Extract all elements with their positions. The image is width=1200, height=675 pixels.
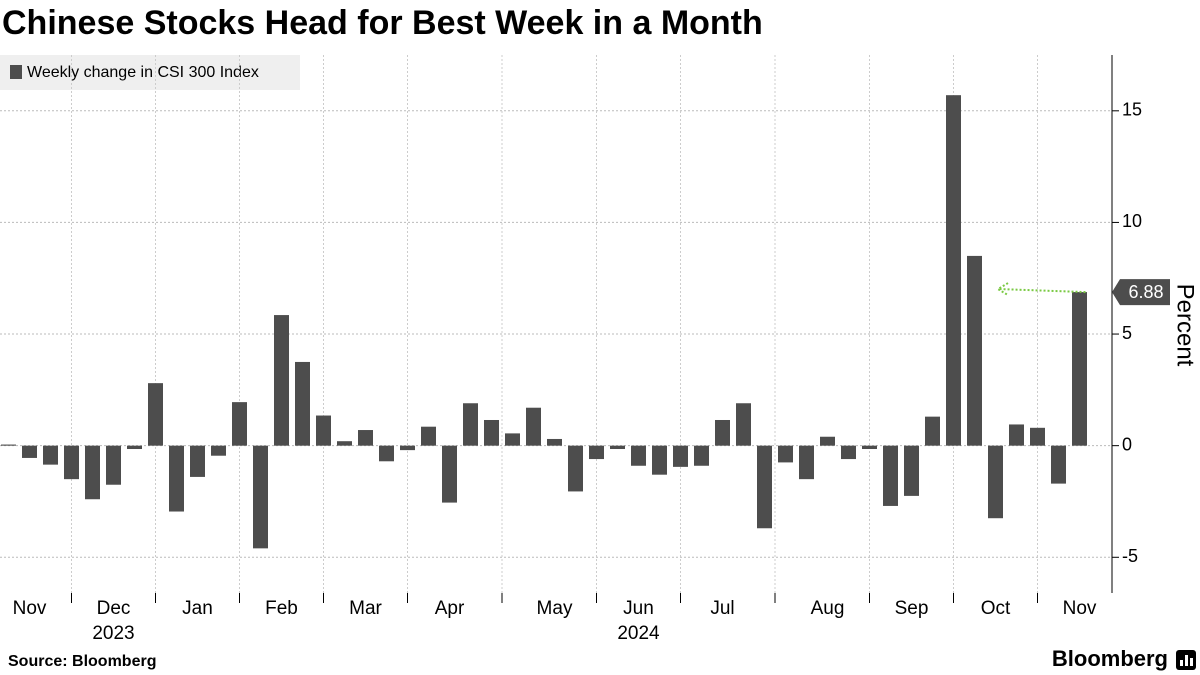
bar	[505, 433, 520, 446]
bar	[610, 445, 625, 450]
bar	[316, 415, 331, 446]
y-axis-label: Percent	[1172, 284, 1199, 367]
legend-label: Weekly change in CSI 300 Index	[27, 64, 259, 81]
bar	[85, 445, 100, 500]
bar	[64, 445, 79, 480]
y-tick-label: 15	[1122, 100, 1142, 120]
bar	[883, 445, 898, 506]
bar	[589, 445, 604, 460]
x-tick-label: Sep	[895, 598, 929, 619]
bar	[820, 436, 835, 446]
bar	[232, 402, 247, 446]
bar	[1009, 424, 1024, 446]
y-tick-label: 5	[1122, 323, 1132, 343]
bar	[1072, 292, 1087, 446]
bar	[736, 403, 751, 446]
arrow-head	[996, 282, 1009, 296]
x-tick-label: Nov	[13, 598, 47, 619]
x-tick-label: Apr	[435, 598, 465, 619]
bar	[904, 445, 919, 496]
x-year-label: 2023	[92, 623, 134, 644]
y-tick-label: 0	[1122, 434, 1132, 454]
bar	[568, 445, 583, 492]
bar	[169, 445, 184, 512]
bar	[484, 419, 499, 446]
bar	[778, 445, 793, 463]
bar	[106, 445, 121, 485]
bar	[1030, 427, 1045, 446]
x-tick-label: Feb	[265, 598, 298, 619]
y-tick-label: 10	[1122, 211, 1142, 231]
x-tick-label: Jun	[623, 598, 654, 619]
x-year-label: 2024	[617, 623, 660, 644]
bar	[652, 445, 667, 475]
bar	[967, 255, 982, 446]
value-tag	[1112, 279, 1170, 306]
bar	[925, 416, 940, 446]
x-tick-label: Nov	[1063, 598, 1097, 619]
bar	[211, 445, 226, 456]
bar	[715, 419, 730, 446]
bar	[442, 445, 457, 503]
bar	[421, 426, 436, 446]
x-tick-label: Jul	[710, 598, 734, 619]
x-tick-label: Dec	[97, 598, 131, 619]
bar	[358, 430, 373, 446]
x-tick-label: Aug	[811, 598, 845, 619]
brand: Bloomberg	[1052, 646, 1168, 671]
legend-box	[0, 55, 300, 90]
value-tag-label: 6.88	[1128, 282, 1163, 302]
bar	[379, 445, 394, 462]
bar	[148, 383, 163, 446]
legend-swatch	[10, 65, 22, 79]
bar	[799, 445, 814, 480]
bar	[988, 445, 1003, 519]
bar	[127, 445, 142, 450]
bar	[862, 445, 877, 450]
x-tick-label: May	[537, 598, 573, 619]
bar	[1051, 445, 1066, 484]
bar	[190, 445, 205, 477]
arrow-line	[999, 288, 1086, 294]
bar	[337, 441, 352, 446]
bar	[1, 444, 16, 446]
x-tick-label: Mar	[349, 598, 382, 619]
bar	[946, 95, 961, 446]
bar	[253, 445, 268, 549]
bar	[673, 445, 688, 467]
bar	[400, 445, 415, 451]
bar	[22, 445, 37, 458]
bar	[757, 445, 772, 529]
bar	[295, 361, 310, 446]
x-tick-label: Jan	[182, 598, 213, 619]
brand-icon	[1176, 650, 1196, 670]
chart-title: Chinese Stocks Head for Best Week in a M…	[2, 4, 763, 42]
x-tick-label: Oct	[981, 598, 1011, 619]
y-tick-label: -5	[1122, 546, 1138, 566]
source: Source: Bloomberg	[8, 653, 156, 670]
bar	[43, 445, 58, 465]
bar	[841, 445, 856, 460]
bar	[526, 407, 541, 446]
bar	[694, 445, 709, 466]
bar	[547, 438, 562, 446]
bar	[631, 445, 646, 466]
bar	[463, 403, 478, 446]
bar	[274, 315, 289, 446]
